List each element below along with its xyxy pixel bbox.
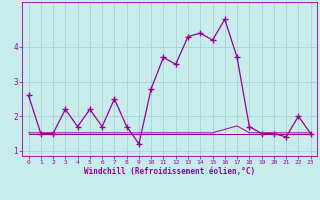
- X-axis label: Windchill (Refroidissement éolien,°C): Windchill (Refroidissement éolien,°C): [84, 167, 255, 176]
